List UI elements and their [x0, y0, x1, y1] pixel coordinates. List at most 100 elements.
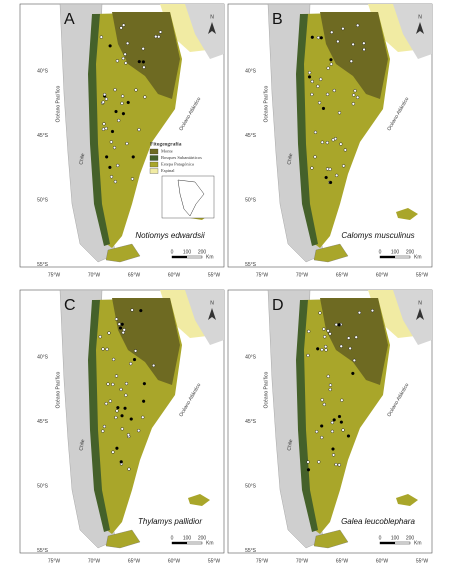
bosques	[88, 14, 110, 246]
inset-map	[177, 179, 205, 217]
occurrence-dot	[126, 433, 131, 437]
occurrence-dot	[106, 382, 110, 386]
legend-label: Bosques Subantárticos	[161, 155, 202, 160]
occurrence-dot	[109, 140, 113, 144]
occurrence-dot	[115, 446, 119, 450]
occurrence-dot	[126, 41, 130, 45]
occurrence-dot	[310, 35, 314, 39]
occurrence-dot	[111, 450, 115, 454]
longitude-label: 70°W	[88, 272, 101, 278]
occurrence-dot	[310, 166, 314, 170]
longitude-label: 75°W	[256, 272, 269, 278]
occurrence-dot	[115, 409, 119, 413]
occurrence-dot	[342, 164, 346, 168]
longitude-label: 55°W	[208, 272, 221, 278]
occurrence-dot	[127, 467, 131, 471]
occurrence-dot	[316, 36, 320, 40]
longitude-label: 65°W	[128, 272, 141, 278]
occurrence-dot	[137, 60, 141, 64]
occurrence-dot	[328, 332, 332, 336]
occurrence-dot	[131, 155, 135, 159]
longitude-label: 65°W	[128, 558, 141, 564]
occurrence-dot	[306, 460, 310, 464]
occurrence-dot	[354, 335, 358, 339]
occurrence-dot	[124, 393, 128, 397]
occurrence-dot	[330, 420, 334, 425]
north-arrow	[208, 308, 216, 320]
occurrence-dot	[334, 462, 338, 467]
scale-label: 200	[406, 249, 415, 255]
occurrence-dot	[336, 39, 340, 44]
occurrence-dot	[320, 348, 324, 352]
occurrence-dot	[347, 336, 351, 340]
longitude-label: 55°W	[208, 558, 221, 564]
scale-label: 100	[391, 249, 400, 255]
bosques	[296, 14, 318, 246]
country-label: Chile	[286, 439, 294, 451]
species-name: Thylamys pallidior	[138, 517, 202, 526]
occurrence-dot	[101, 100, 105, 104]
scale-label: 200	[198, 535, 207, 541]
occurrence-dot	[324, 348, 328, 352]
longitude-label: 60°W	[168, 558, 181, 564]
latitude-label: 50°S	[245, 197, 257, 203]
latitude-label: 40°S	[245, 68, 257, 74]
north-arrow	[416, 22, 424, 34]
longitude-label: 65°W	[336, 558, 349, 564]
occurrence-dot	[313, 130, 318, 134]
scale-label: 200	[198, 249, 207, 255]
occurrence-dot	[310, 92, 314, 97]
occurrence-dot	[157, 35, 161, 39]
occurrence-dot	[317, 101, 322, 105]
malvinas	[396, 494, 418, 506]
scale-bar	[172, 256, 187, 258]
tierra-del-fuego	[105, 243, 141, 263]
longitude-label: 70°W	[296, 272, 309, 278]
occurrence-dot	[134, 88, 138, 92]
legend-swatch	[149, 168, 159, 174]
occurrence-dot	[139, 308, 143, 313]
ocean-label: Océano Pacífico	[55, 371, 61, 408]
country-label: Chile	[78, 439, 86, 451]
occurrence-dot	[111, 382, 115, 386]
latitude-label: 55°S	[245, 262, 257, 268]
occurrence-dot	[337, 463, 341, 467]
occurrence-dot	[332, 88, 336, 93]
species-name: Calomys musculinus	[341, 231, 414, 240]
scale-label: 100	[391, 535, 400, 541]
latitude-label: 40°S	[245, 354, 257, 360]
occurrence-dot	[337, 323, 341, 327]
occurrence-dot	[317, 460, 321, 464]
occurrence-dot	[126, 100, 130, 105]
occurrence-dot	[98, 335, 102, 339]
latitude-label: 40°S	[37, 68, 49, 74]
occurrence-dot	[133, 349, 138, 353]
occurrence-dot	[319, 77, 323, 81]
occurrence-dot	[118, 326, 123, 330]
occurrence-dot	[340, 398, 344, 402]
longitude-label: 60°W	[376, 272, 389, 278]
occurrence-dot	[339, 420, 343, 424]
occurrence-dot	[348, 346, 352, 351]
occurrence-dot	[114, 109, 118, 114]
occurrence-dot	[351, 371, 355, 376]
occurrence-dot	[114, 415, 118, 420]
occurrence-dot	[112, 357, 116, 362]
monte	[112, 298, 180, 385]
occurrence-dot	[142, 382, 146, 386]
occurrence-dot	[132, 357, 137, 362]
occurrence-dot	[322, 327, 326, 331]
occurrence-dot	[143, 95, 147, 99]
occurrence-dot	[109, 175, 114, 179]
occurrence-dot	[115, 59, 119, 63]
occurrence-dot	[330, 30, 334, 34]
occurrence-dot	[101, 429, 105, 433]
occurrence-dot	[339, 142, 343, 146]
occurrence-dot	[310, 79, 314, 84]
occurrence-dot	[120, 427, 124, 431]
occurrence-dot	[315, 430, 319, 434]
